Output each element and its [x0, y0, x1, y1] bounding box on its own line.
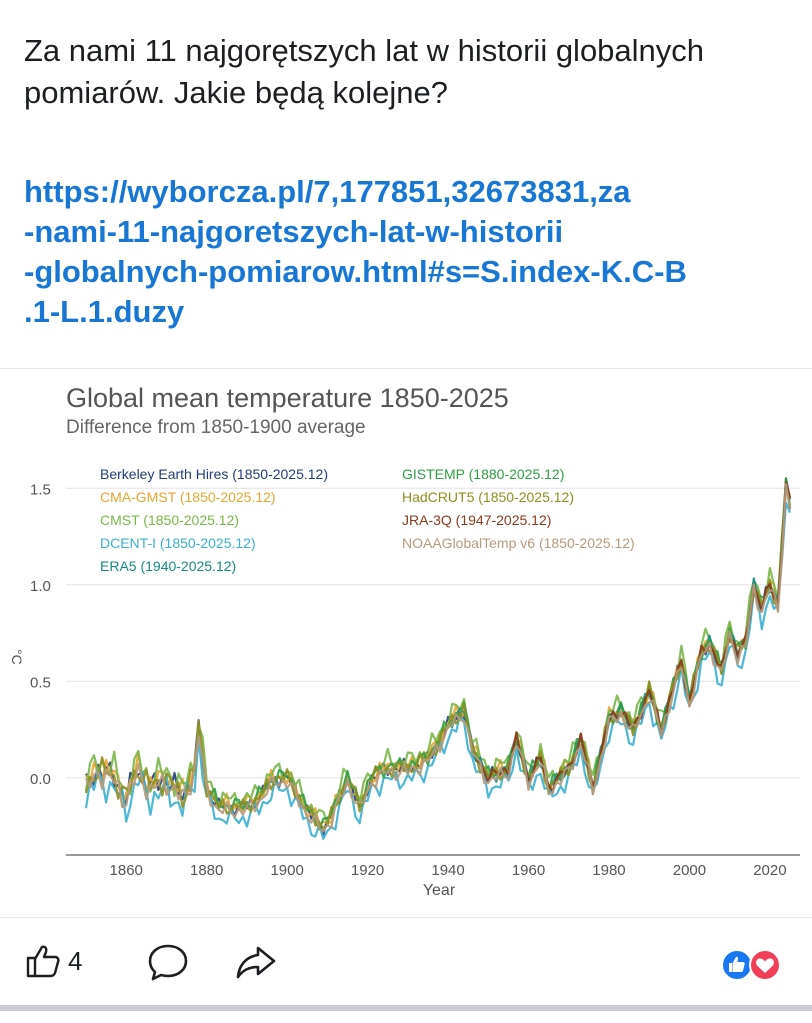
chart-image[interactable]: Global mean temperature 1850-2025 Differ…: [0, 368, 812, 918]
legend-entry: DCENT-I (1850-2025.12): [100, 535, 256, 551]
x-tick-label: 1960: [512, 862, 545, 879]
chart-title: Global mean temperature 1850-2025: [66, 383, 509, 413]
x-axis-label: Year: [423, 882, 456, 899]
x-tick-label: 1880: [190, 862, 223, 879]
love-reaction-icon: [749, 949, 781, 981]
series-line: [85, 482, 792, 833]
y-tick-label: 0.0: [30, 771, 51, 788]
post-action-bar: 4: [0, 930, 812, 1000]
article-link[interactable]: https://wyborcza.pl/7,177851,32673831,za…: [24, 172, 812, 332]
x-tick-label: 2000: [673, 862, 706, 879]
legend-entry: JRA-3Q (1947-2025.12): [402, 512, 551, 528]
article-link-line[interactable]: https://wyborcza.pl/7,177851,32673831,za: [24, 174, 631, 209]
temperature-chart: Global mean temperature 1850-2025 Differ…: [9, 383, 800, 899]
reactions-summary[interactable]: [720, 948, 790, 982]
x-tick-label: 1940: [431, 862, 464, 879]
x-tick-label: 1920: [351, 862, 384, 879]
post-divider: [0, 1005, 812, 1011]
y-tick-label: 1.0: [30, 578, 51, 595]
series-line: [85, 478, 792, 827]
post-text: Za nami 11 najgorętszych lat w historii …: [24, 33, 705, 110]
series-line: [447, 479, 792, 790]
legend-entry: CMST (1850-2025.12): [100, 512, 239, 528]
share-icon: [236, 946, 276, 979]
series-line: [475, 481, 792, 792]
legend-entry: CMA-GMST (1850-2025.12): [100, 489, 276, 505]
legend-entry: ERA5 (1940-2025.12): [100, 558, 236, 574]
comment-icon: [148, 944, 188, 981]
article-link-line[interactable]: .1-L.1.duzy: [24, 294, 185, 329]
x-tick-label: 1860: [110, 862, 143, 879]
like-count: 4: [68, 945, 83, 976]
x-tick-label: 1900: [270, 862, 303, 879]
article-link-line[interactable]: -nami-11-najgoretszych-lat-w-historii: [24, 214, 564, 249]
like-reaction-icon: [721, 949, 753, 981]
chart-subtitle: Difference from 1850-1900 average: [66, 417, 366, 438]
legend-entry: NOAAGlobalTemp v6 (1850-2025.12): [402, 535, 635, 551]
x-tick-label: 2020: [753, 862, 786, 879]
article-link-line[interactable]: -globalnych-pomiarow.html#s=S.index-K.C-…: [24, 254, 687, 289]
comment-button[interactable]: [146, 942, 190, 982]
legend-entry: GISTEMP (1880-2025.12): [402, 466, 564, 482]
y-axis-label: °C: [9, 649, 25, 665]
thumbs-up-icon: [26, 945, 60, 978]
legend-entry: Berkeley Earth Hires (1850-2025.12): [100, 466, 328, 482]
y-tick-label: 1.5: [30, 481, 51, 498]
share-button[interactable]: [234, 942, 278, 982]
like-button[interactable]: 4: [24, 942, 82, 980]
y-tick-label: 0.5: [30, 674, 51, 691]
legend-entry: HadCRUT5 (1850-2025.12): [402, 489, 574, 505]
x-tick-label: 1980: [592, 862, 625, 879]
